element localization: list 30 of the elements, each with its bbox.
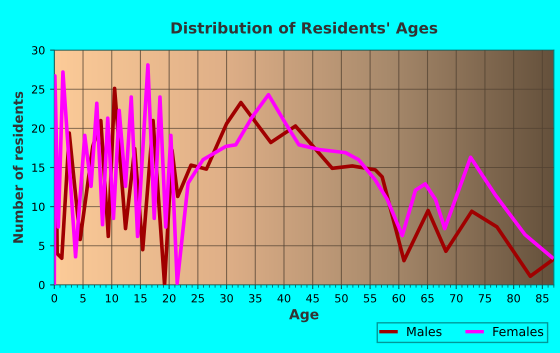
x-tick-label: 70 [450, 294, 463, 302]
x-tick-label: 85 [536, 294, 548, 302]
legend-label: Males [407, 326, 442, 336]
x-tick-label: 60 [392, 294, 406, 302]
x-axis-title: Age [289, 309, 318, 322]
y-tick-label: 5 [39, 242, 44, 250]
chart-title: Distribution of Residents' Ages [172, 22, 438, 37]
y-tick-label: 20 [32, 124, 45, 133]
y-tick-label: 25 [32, 85, 44, 94]
x-tick-label: 0 [52, 294, 58, 302]
x-tick-label: 80 [507, 294, 520, 302]
x-tick-label: 15 [134, 294, 147, 302]
x-tick-label: 5 [80, 294, 86, 302]
x-tick-label: 10 [106, 294, 118, 302]
x-tick-label: 55 [364, 294, 376, 302]
x-tick-label: 25 [192, 294, 204, 302]
x-tick-label: 35 [249, 294, 262, 302]
x-tick-label: 50 [335, 294, 348, 302]
legend-label: Females [493, 326, 544, 336]
x-tick-label: 40 [277, 294, 290, 302]
x-tick-label: 20 [162, 294, 176, 302]
y-axis-title: Number of residents [12, 92, 24, 243]
y-tick-label: 30 [32, 46, 45, 55]
x-tick-label: 75 [478, 294, 492, 302]
y-tick-label: 10 [32, 202, 45, 211]
x-tick-label: 45 [306, 294, 319, 302]
x-tick-label: 65 [421, 294, 434, 302]
y-tick-label: 15 [32, 164, 44, 172]
y-tick-label: 0 [38, 280, 45, 290]
x-tick-label: 30 [220, 294, 233, 302]
